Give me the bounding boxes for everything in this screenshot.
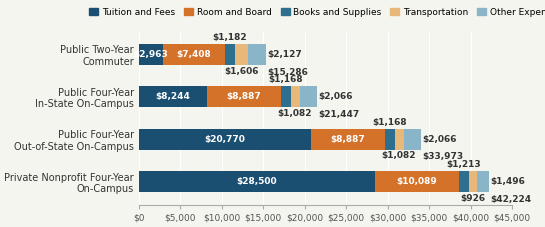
Bar [290, 86, 300, 107]
Text: $1,082: $1,082 [382, 151, 416, 160]
Text: $20,770: $20,770 [204, 135, 245, 144]
Text: $2,963: $2,963 [134, 50, 168, 59]
Text: $2,066: $2,066 [318, 92, 353, 101]
Bar [248, 44, 265, 65]
Bar [300, 86, 317, 107]
Bar [375, 171, 459, 192]
Text: $8,887: $8,887 [227, 92, 262, 101]
Text: $1,182: $1,182 [213, 33, 247, 42]
Bar [395, 128, 403, 150]
Text: $33,973: $33,973 [422, 152, 463, 161]
Text: $2,127: $2,127 [267, 50, 302, 59]
Bar [138, 44, 164, 65]
Legend: Tuition and Fees, Room and Board, Books and Supplies, Transportation, Other Expe: Tuition and Fees, Room and Board, Books … [86, 4, 545, 21]
Bar [477, 171, 489, 192]
Bar [207, 86, 281, 107]
Bar [403, 128, 421, 150]
Bar [234, 44, 248, 65]
Bar [138, 171, 375, 192]
Bar [164, 44, 225, 65]
Bar [311, 128, 385, 150]
Text: $1,213: $1,213 [447, 160, 481, 169]
Text: $42,224: $42,224 [491, 195, 532, 204]
Text: $8,244: $8,244 [155, 92, 190, 101]
Text: $1,168: $1,168 [372, 118, 407, 127]
Bar [225, 44, 234, 65]
Text: $1,168: $1,168 [268, 76, 303, 84]
Text: $8,887: $8,887 [331, 135, 365, 144]
Text: $2,066: $2,066 [422, 135, 457, 144]
Text: $10,089: $10,089 [397, 177, 438, 186]
Bar [459, 171, 469, 192]
Text: $1,082: $1,082 [278, 109, 312, 118]
Bar [385, 128, 395, 150]
Bar [469, 171, 477, 192]
Bar [138, 128, 311, 150]
Text: $7,408: $7,408 [177, 50, 211, 59]
Text: $28,500: $28,500 [237, 177, 277, 186]
Text: $1,496: $1,496 [491, 177, 526, 186]
Text: $1,606: $1,606 [224, 67, 258, 76]
Bar [281, 86, 290, 107]
Text: $926: $926 [461, 194, 486, 203]
Text: $15,286: $15,286 [267, 68, 308, 76]
Text: $21,447: $21,447 [318, 110, 360, 119]
Bar [138, 86, 207, 107]
